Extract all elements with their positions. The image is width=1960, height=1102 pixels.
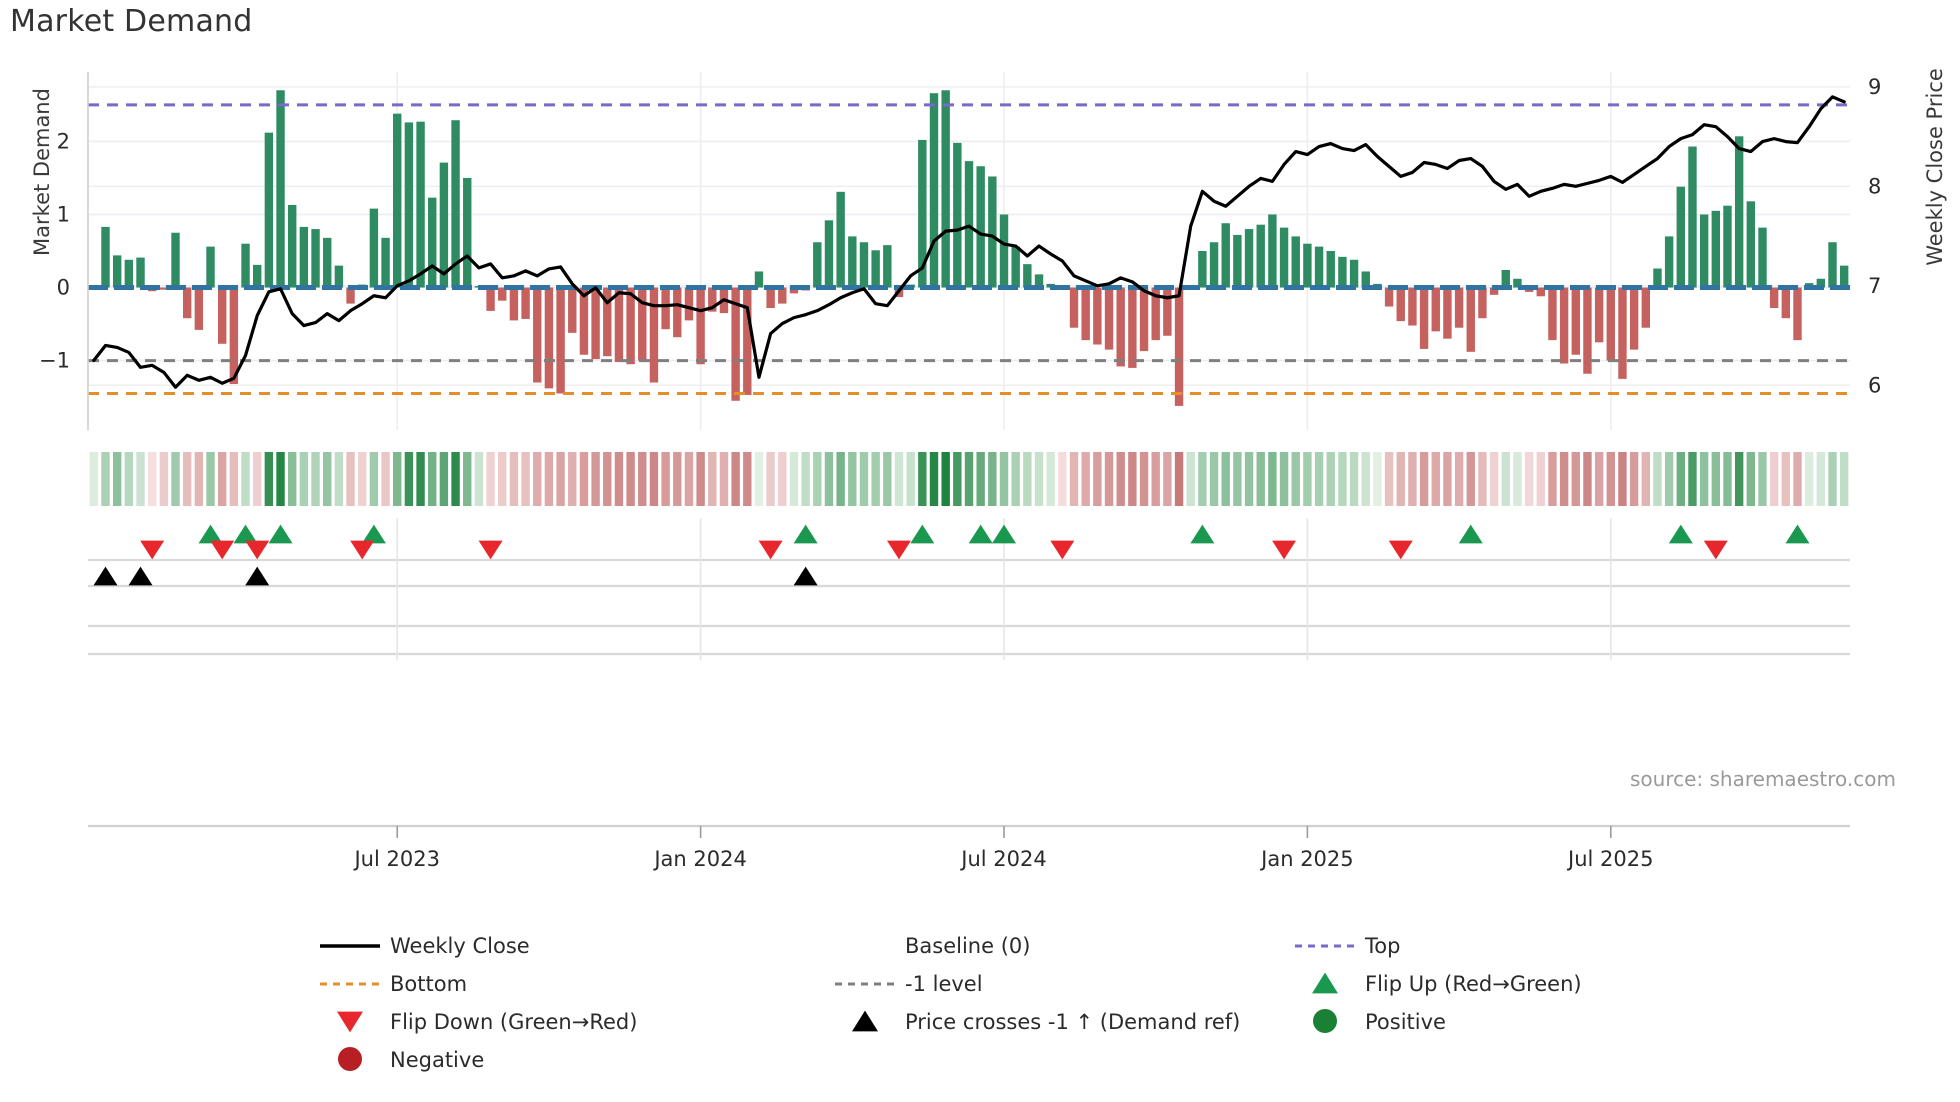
legend-label: Baseline (0) bbox=[905, 934, 1030, 958]
legend-label: -1 level bbox=[905, 972, 983, 996]
right-tick-label: 6 bbox=[1868, 373, 1881, 397]
axes bbox=[87, 72, 1850, 828]
positive-dot-icon bbox=[1313, 1009, 1337, 1033]
legend-label: Flip Up (Red→Green) bbox=[1365, 972, 1582, 996]
flip-down-marker bbox=[758, 540, 783, 560]
legend-label: Bottom bbox=[390, 972, 467, 996]
legend-item[interactable]: Bottom bbox=[320, 972, 467, 996]
x-tick-label: Jan 2024 bbox=[652, 847, 747, 871]
x-tick-label: Jul 2024 bbox=[959, 847, 1046, 871]
price-cross-icon bbox=[852, 1010, 878, 1032]
right-tick-label: 9 bbox=[1868, 75, 1881, 99]
flip-up-marker bbox=[268, 524, 293, 544]
flip-up-marker bbox=[992, 524, 1017, 544]
flip-down-marker bbox=[478, 540, 503, 560]
flip-up-marker bbox=[233, 524, 258, 544]
legend-label: Price crosses -1 ↑ (Demand ref) bbox=[905, 1010, 1240, 1034]
x-tick-label: Jul 2023 bbox=[352, 847, 439, 871]
event-markers bbox=[88, 518, 1850, 660]
flip-down-marker bbox=[245, 540, 270, 560]
flip-down-marker bbox=[1703, 540, 1728, 560]
demand-bars bbox=[89, 90, 1849, 406]
legend-item[interactable]: Price crosses -1 ↑ (Demand ref) bbox=[852, 1010, 1240, 1034]
left-tick-label: 2 bbox=[57, 129, 70, 153]
legend-item[interactable]: Positive bbox=[1313, 1009, 1446, 1034]
legend-item[interactable]: Flip Down (Green→Red) bbox=[337, 1010, 637, 1034]
flip-up-marker bbox=[1785, 524, 1810, 544]
page-title: Market Demand bbox=[10, 4, 253, 39]
flip-up-marker bbox=[968, 524, 993, 544]
right-tick-label: 8 bbox=[1868, 174, 1881, 198]
price-cross-marker bbox=[245, 566, 270, 586]
flip-up-marker bbox=[793, 524, 818, 544]
negative-dot-icon bbox=[338, 1047, 362, 1071]
legend-label: Negative bbox=[390, 1048, 484, 1072]
legend-label: Weekly Close bbox=[390, 934, 530, 958]
left-tick-label: 1 bbox=[57, 202, 70, 226]
flip-down-marker bbox=[140, 540, 165, 560]
price-cross-marker bbox=[93, 566, 118, 586]
x-tick-label: Jan 2025 bbox=[1259, 847, 1354, 871]
flip-up-marker bbox=[1190, 524, 1215, 544]
flip-up-icon bbox=[1312, 972, 1338, 994]
flip-down-marker bbox=[1050, 540, 1075, 560]
legend-item[interactable]: Flip Up (Red→Green) bbox=[1312, 972, 1582, 996]
left-axis-title: Market Demand bbox=[30, 88, 54, 256]
legend-item[interactable]: -1 level bbox=[835, 972, 983, 996]
legend-item[interactable]: Top bbox=[1295, 934, 1400, 958]
flip-down-marker bbox=[886, 540, 911, 560]
right-axis-title: Weekly Close Price bbox=[1923, 68, 1947, 266]
flip-up-marker bbox=[1668, 524, 1693, 544]
flip-down-marker bbox=[1272, 540, 1297, 560]
flip-down-icon bbox=[337, 1011, 363, 1033]
reference-lines bbox=[88, 103, 1850, 395]
source-note: source: sharemaestro.com bbox=[1630, 767, 1896, 791]
legend-item[interactable]: Negative bbox=[338, 1047, 484, 1072]
legend: Weekly Close Baseline (0) Top Bottom -1 leve… bbox=[320, 934, 1582, 1072]
legend-label: Positive bbox=[1365, 1010, 1446, 1034]
tick-labels: 2 1 0 −1 9 8 7 6 Jul 2023 Jan 2024 Jul 2024 Jan 202… bbox=[39, 75, 1881, 871]
flip-down-marker bbox=[1388, 540, 1413, 560]
left-tick-label: −1 bbox=[39, 349, 70, 373]
price-cross-marker bbox=[128, 566, 153, 586]
flip-down-marker bbox=[210, 540, 235, 560]
legend-label: Flip Down (Green→Red) bbox=[390, 1010, 637, 1034]
flip-up-marker bbox=[198, 524, 223, 544]
right-tick-label: 7 bbox=[1868, 274, 1881, 298]
left-tick-label: 0 bbox=[57, 276, 70, 300]
price-cross-marker bbox=[793, 566, 818, 586]
flip-up-marker bbox=[910, 524, 935, 544]
legend-item[interactable]: Baseline (0) bbox=[835, 934, 1030, 958]
demand-heatmap-strip bbox=[89, 452, 1849, 506]
flip-up-marker bbox=[1458, 524, 1483, 544]
flip-down-marker bbox=[350, 540, 375, 560]
weekly-close-line bbox=[92, 95, 1846, 389]
legend-label: Top bbox=[1364, 934, 1400, 958]
x-tick-label: Jul 2025 bbox=[1566, 847, 1653, 871]
flip-up-marker bbox=[361, 524, 386, 544]
legend-item[interactable]: Weekly Close bbox=[320, 934, 530, 958]
